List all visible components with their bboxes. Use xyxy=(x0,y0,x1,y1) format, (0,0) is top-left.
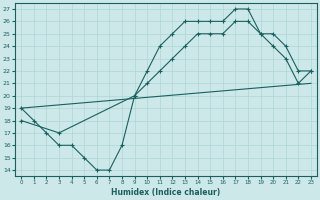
X-axis label: Humidex (Indice chaleur): Humidex (Indice chaleur) xyxy=(111,188,221,197)
